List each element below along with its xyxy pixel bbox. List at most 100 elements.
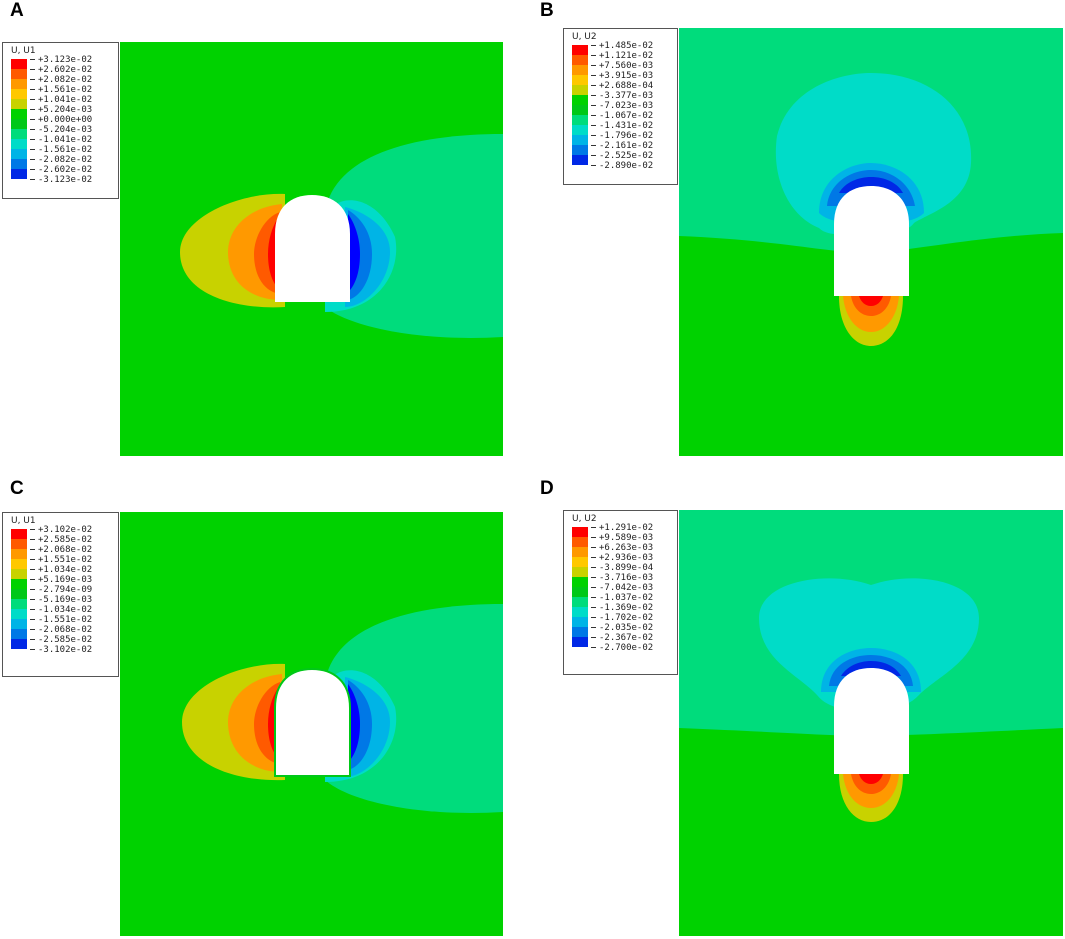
legend-value: +1.485e-02 — [591, 41, 653, 51]
legend-value: +1.291e-02 — [591, 523, 653, 533]
legend-value: -1.369e-02 — [591, 603, 653, 613]
panel-letter-c: C — [10, 478, 24, 499]
legend-value: +5.204e-03 — [30, 105, 92, 115]
legend-swatch — [572, 537, 588, 547]
lower-region — [679, 728, 1063, 936]
legend-swatch — [572, 577, 588, 587]
legend-value: -2.082e-02 — [30, 155, 92, 165]
legend-value: -5.169e-03 — [30, 595, 92, 605]
legend-value: -2.585e-02 — [30, 635, 92, 645]
legend-value: -3.123e-02 — [30, 175, 92, 185]
legend-value: -2.794e-09 — [30, 585, 92, 595]
legend-value: -2.035e-02 — [591, 623, 653, 633]
legend-swatch — [11, 549, 27, 559]
legend-swatch — [11, 159, 27, 169]
legend-value: +3.102e-02 — [30, 525, 92, 535]
legend-swatch — [11, 569, 27, 579]
legend-value: -2.602e-02 — [30, 165, 92, 175]
legend-swatch — [11, 169, 27, 179]
tunnel-opening — [275, 195, 350, 302]
legend-swatch — [11, 149, 27, 159]
legend-title: U, U2 — [572, 32, 597, 42]
legend-swatch — [11, 539, 27, 549]
legend-value: +2.936e-03 — [591, 553, 653, 563]
legend-value: -1.561e-02 — [30, 145, 92, 155]
contour-plot-d — [679, 510, 1063, 936]
legend-value: +7.560e-03 — [591, 61, 653, 71]
red-zone-b — [859, 296, 883, 306]
legend-swatch — [11, 79, 27, 89]
legend-value: +2.082e-02 — [30, 75, 92, 85]
legend-swatch — [572, 155, 588, 165]
legend-d: U, U2 +1.291e-02 +9.589e-03 +6.263e-03 +… — [563, 510, 678, 675]
contour-plot-c — [120, 512, 503, 936]
legend-color-bar — [11, 59, 27, 179]
legend-title: U, U1 — [11, 46, 36, 56]
legend-value: +1.551e-02 — [30, 555, 92, 565]
legend-swatch — [11, 579, 27, 589]
legend-value: +9.589e-03 — [591, 533, 653, 543]
legend-c: U, U1 +3.102e-02 +2.585e-02 +2.068e-02 +… — [2, 512, 119, 677]
legend-swatch — [11, 639, 27, 649]
max-blue-a — [348, 214, 360, 292]
panel-letter-d: D — [540, 478, 554, 499]
legend-swatch — [572, 65, 588, 75]
legend-values: +3.102e-02 +2.585e-02 +2.068e-02 +1.551e… — [30, 525, 92, 655]
legend-swatch — [572, 567, 588, 577]
legend-title: U, U1 — [11, 516, 36, 526]
legend-swatch — [11, 559, 27, 569]
red-zone-d — [859, 774, 883, 784]
legend-swatch — [572, 95, 588, 105]
legend-color-bar — [11, 529, 27, 649]
legend-value: +1.561e-02 — [30, 85, 92, 95]
legend-value: -1.067e-02 — [591, 111, 653, 121]
legend-swatch — [11, 629, 27, 639]
legend-value: -3.899e-04 — [591, 563, 653, 573]
legend-swatch — [11, 89, 27, 99]
legend-value: +3.915e-03 — [591, 71, 653, 81]
legend-swatch — [572, 85, 588, 95]
legend-value: +1.034e-02 — [30, 565, 92, 575]
legend-value: +2.602e-02 — [30, 65, 92, 75]
legend-value: -1.037e-02 — [591, 593, 653, 603]
legend-value: +2.688e-04 — [591, 81, 653, 91]
legend-value: +2.585e-02 — [30, 535, 92, 545]
legend-value: -2.161e-02 — [591, 141, 653, 151]
legend-value: -5.204e-03 — [30, 125, 92, 135]
contour-plot-b — [679, 28, 1063, 456]
legend-value: -1.041e-02 — [30, 135, 92, 145]
legend-value: +5.169e-03 — [30, 575, 92, 585]
legend-color-bar — [572, 527, 588, 647]
legend-swatch — [11, 119, 27, 129]
legend-value: -1.034e-02 — [30, 605, 92, 615]
legend-swatch — [11, 609, 27, 619]
legend-color-bar — [572, 45, 588, 165]
panel-letter-b: B — [540, 0, 554, 21]
legend-a: U, U1 +3.123e-02 +2.602e-02 +2.082e-02 +… — [2, 42, 119, 199]
legend-value: -3.102e-02 — [30, 645, 92, 655]
tunnel-opening — [834, 668, 909, 774]
legend-swatch — [11, 599, 27, 609]
legend-value: -3.716e-03 — [591, 573, 653, 583]
legend-swatch — [11, 109, 27, 119]
legend-swatch — [572, 75, 588, 85]
legend-swatch — [572, 607, 588, 617]
legend-value: +0.000e+00 — [30, 115, 92, 125]
legend-value: +1.041e-02 — [30, 95, 92, 105]
legend-value: +1.121e-02 — [591, 51, 653, 61]
legend-swatch — [11, 99, 27, 109]
legend-swatch — [572, 557, 588, 567]
legend-value: -7.042e-03 — [591, 583, 653, 593]
legend-swatch — [11, 589, 27, 599]
legend-value: -2.068e-02 — [30, 625, 92, 635]
legend-swatch — [572, 135, 588, 145]
legend-value: -7.023e-03 — [591, 101, 653, 111]
legend-value: -1.431e-02 — [591, 121, 653, 131]
legend-value: -2.367e-02 — [591, 633, 653, 643]
legend-value: -2.525e-02 — [591, 151, 653, 161]
legend-swatch — [572, 617, 588, 627]
legend-swatch — [572, 55, 588, 65]
legend-swatch — [572, 587, 588, 597]
legend-values: +3.123e-02 +2.602e-02 +2.082e-02 +1.561e… — [30, 55, 92, 185]
legend-value: -3.377e-03 — [591, 91, 653, 101]
